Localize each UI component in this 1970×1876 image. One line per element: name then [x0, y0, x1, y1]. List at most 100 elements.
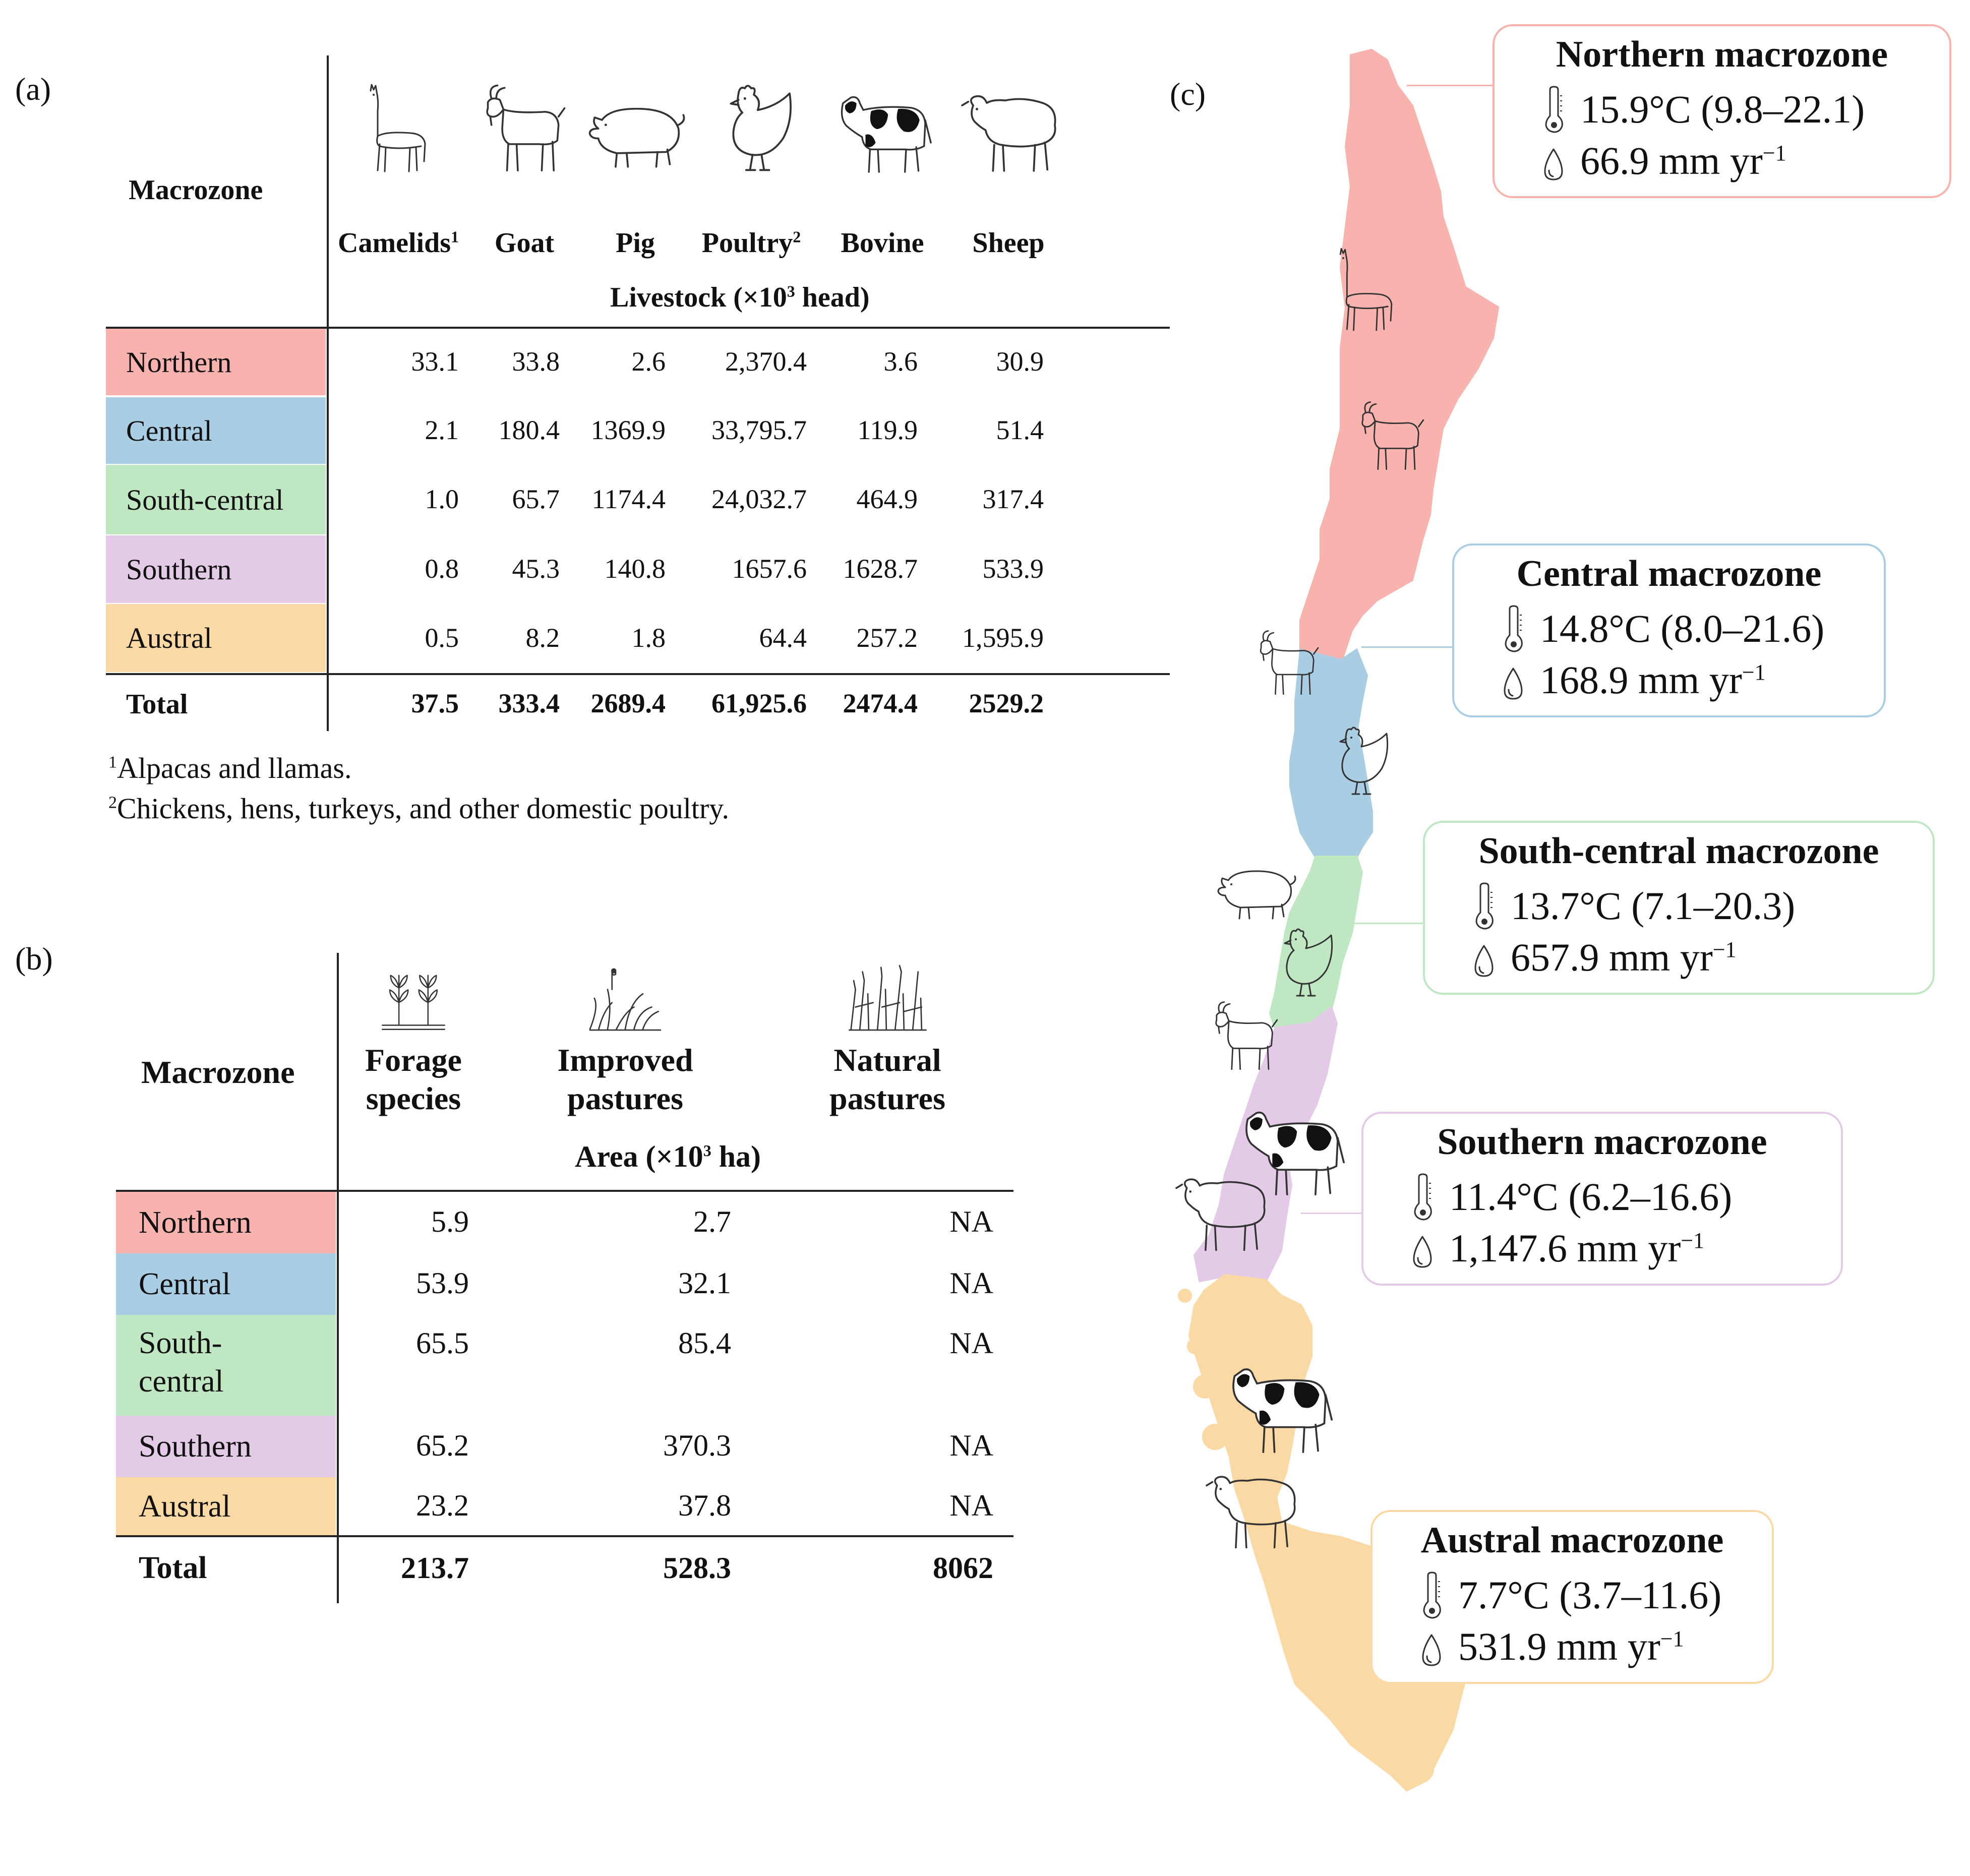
value-cell: 464.9	[856, 484, 918, 514]
column-header-line: Natural	[833, 1042, 941, 1078]
panel-label-b: (b)	[15, 941, 53, 977]
cow-icon	[827, 81, 938, 181]
value-cell: 140.8	[604, 554, 666, 584]
macrozone-header: Macrozone	[141, 1054, 295, 1090]
callout-title: Northern macrozone	[1556, 34, 1888, 75]
precipitation-exponent: −1	[1712, 937, 1737, 962]
goat-icon	[469, 81, 580, 181]
callout-connector	[1341, 923, 1423, 924]
value-cell: 1.8	[631, 622, 666, 653]
value-cell: NA	[949, 1326, 993, 1360]
zone-cell: South-central	[116, 1315, 336, 1416]
chicken-icon	[1316, 721, 1397, 802]
value-cell: 2,370.4	[725, 346, 807, 377]
livestock-unit-label: Livestock (×103 head)	[610, 282, 870, 313]
precipitation-amount: 1,147.6 mm yr	[1449, 1226, 1681, 1270]
table-row: South-central 1.0 65.7 1174.4 24,032.7 464.9 3…	[106, 465, 1170, 534]
column-header-line: pastures	[567, 1080, 683, 1116]
total-value-cell: 2529.2	[969, 688, 1044, 718]
footnote-2: 2Chickens, hens, turkeys, and other dome…	[108, 792, 730, 825]
value-cell: 257.2	[856, 622, 918, 653]
llama-icon	[1326, 242, 1407, 338]
value-cell: 33.8	[512, 346, 560, 377]
value-cell: 53.9	[416, 1266, 469, 1300]
column-header-text: Poultry	[701, 227, 793, 259]
column-header: Improved pastures	[524, 1041, 726, 1118]
value-cell: 180.4	[498, 415, 560, 445]
droplet-icon	[1501, 667, 1526, 703]
precipitation-value: 657.9 mm yr−1	[1511, 935, 1737, 980]
thermometer-icon	[1409, 1173, 1437, 1224]
precipitation-exponent: −1	[1660, 1626, 1684, 1651]
goat-icon	[1351, 398, 1432, 474]
grass-flower-icon	[580, 963, 671, 1034]
column-header-line: Forage	[365, 1042, 462, 1078]
value-cell: 1628.7	[843, 554, 918, 584]
table-divider	[337, 953, 339, 1603]
island-shape	[1318, 1656, 1344, 1682]
island-shape	[1178, 1289, 1192, 1303]
value-cell: 119.9	[857, 415, 918, 445]
precipitation-exponent: −1	[1742, 660, 1766, 685]
value-cell: 65.7	[512, 484, 560, 514]
table-divider	[106, 673, 1170, 675]
precipitation-value: 1,147.6 mm yr−1	[1449, 1226, 1704, 1271]
temperature-value: 11.4°C (6.2–16.6)	[1449, 1175, 1733, 1219]
callout-title: South-central macrozone	[1478, 830, 1879, 872]
droplet-icon	[1419, 1633, 1444, 1670]
table-divider	[116, 1190, 1013, 1192]
zone-cell: Southern	[106, 535, 326, 603]
precipitation-value: 531.9 mm yr−1	[1458, 1624, 1684, 1669]
precipitation-exponent: −1	[1762, 141, 1786, 165]
value-cell: 30.9	[996, 346, 1044, 377]
callout-title: Central macrozone	[1516, 553, 1822, 594]
value-cell: 2.6	[631, 346, 666, 377]
zone-name: South-	[139, 1326, 222, 1360]
value-cell: 2.7	[693, 1205, 731, 1238]
precipitation-amount: 657.9 mm yr	[1511, 935, 1713, 979]
pig-icon	[580, 81, 691, 181]
total-value-cell: 2689.4	[590, 688, 666, 718]
zone-cell: Southern	[116, 1416, 336, 1477]
value-cell: 1,595.9	[962, 622, 1044, 653]
table-row: Austral 23.2 37.8 NA	[116, 1477, 1013, 1535]
callout-title: Austral macrozone	[1420, 1520, 1724, 1561]
zone-cell: Northern	[106, 329, 326, 395]
zone-cell: Austral	[106, 604, 326, 672]
column-header: Pig	[565, 227, 706, 259]
column-header-line: species	[366, 1080, 461, 1116]
climate-callout: Austral macrozone 7.7°C (3.7–11.6) 531.9 m…	[1370, 1510, 1774, 1684]
table-row: Austral 0.5 8.2 1.8 64.4 257.2 1,595.9	[106, 604, 1170, 672]
island-shape	[1286, 1603, 1316, 1633]
chicken-icon	[1261, 923, 1341, 1003]
pig-icon	[1208, 852, 1303, 923]
value-cell: NA	[949, 1429, 993, 1462]
chicken-icon	[696, 81, 807, 181]
footnote-1: 1Alpacas and llamas.	[108, 752, 352, 784]
value-cell: 32.1	[678, 1266, 731, 1300]
column-header-text: Sheep	[972, 227, 1045, 259]
value-cell: 64.4	[759, 622, 807, 653]
cow-icon	[1235, 1094, 1346, 1200]
value-cell: 33,795.7	[711, 415, 807, 445]
goat-icon	[1250, 625, 1326, 701]
table-row: Northern 5.9 2.7 NA	[116, 1192, 1013, 1253]
thermometer-icon	[1470, 882, 1499, 933]
zone-name: central	[139, 1364, 224, 1399]
table-row: Southern 65.2 370.3 NA	[116, 1416, 1013, 1477]
area-unit-label: Area (×103 ha)	[575, 1140, 761, 1173]
forage-plant-icon	[368, 963, 459, 1034]
value-cell: 0.8	[425, 554, 459, 584]
table-row: South-central 65.5 85.4 NA	[116, 1315, 1013, 1416]
column-header-text: Camelids	[338, 227, 451, 259]
value-cell: 37.8	[678, 1488, 731, 1522]
climate-callout: South-central macrozone 13.7°C (7.1–20.3)…	[1423, 821, 1935, 995]
thermometer-icon	[1540, 86, 1568, 137]
value-cell: 23.2	[416, 1488, 469, 1522]
callout-connector	[1276, 1613, 1370, 1615]
zone-name: Northern	[139, 1205, 252, 1240]
droplet-icon	[1471, 944, 1497, 981]
value-cell: 65.5	[416, 1326, 469, 1360]
column-header-footnote-mark: 2	[793, 227, 801, 246]
total-value-cell: 61,925.6	[711, 688, 807, 718]
